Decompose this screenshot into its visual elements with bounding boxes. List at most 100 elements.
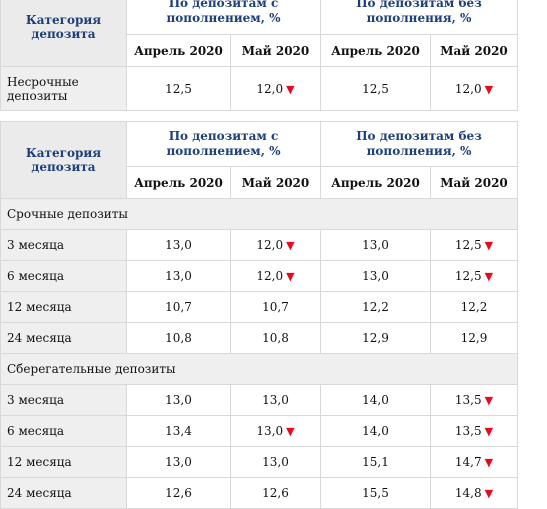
table-row: Несрочные депозиты 12,5 12,0 ▼ 12,5 12,0 ▼ [0, 66, 519, 111]
rate-cell: 13,0 [126, 229, 231, 261]
row-label: 3 месяца [0, 229, 127, 261]
down-triangle-icon: ▼ [484, 456, 494, 469]
rate-cell: 13,0 [320, 229, 431, 261]
table-row: 3 месяца 13,0 12,0 ▼ 13,0 12,5 ▼ [0, 229, 519, 261]
rate-value: 12,2 [460, 300, 488, 314]
row-label: 24 месяца [0, 477, 127, 509]
table-row: 12 месяца 10,7 10,7 12,2 12,2 [0, 291, 519, 323]
down-triangle-icon: ▼ [286, 270, 295, 283]
term-and-savings-deposits-table: Категория депозита По депозитам с пополн… [0, 121, 519, 509]
rate-value: 13,0 [362, 269, 389, 283]
category-header: Категория депозита [0, 121, 127, 199]
rate-value: 12,2 [362, 300, 389, 314]
rate-value: 13,0 [165, 269, 192, 283]
section-title: Срочные депозиты [0, 198, 519, 230]
row-label: 6 месяца [0, 260, 127, 292]
row-label: 12 месяца [0, 291, 127, 323]
month-header: Апрель 2020 [126, 34, 231, 67]
rate-cell: 12,9 [429, 322, 519, 354]
down-triangle-icon: ▼ [484, 239, 494, 252]
rate-cell: 12,2 [320, 291, 431, 323]
rate-value: 12,0 [256, 238, 284, 252]
rate-value: 13,5 [454, 424, 482, 438]
category-header: Категория депозита [0, 0, 127, 67]
rate-value: 12,5 [454, 269, 482, 283]
rate-value: 13,0 [256, 424, 284, 438]
rate-cell: 13,0 ▼ [230, 415, 321, 447]
section-row: Сберегательные депозиты [0, 353, 519, 385]
rate-cell: 13,5 ▼ [429, 384, 519, 416]
month-header: Май 2020 [429, 166, 519, 199]
rate-value: 10,8 [165, 331, 192, 345]
rate-cell: 13,0 [126, 384, 231, 416]
rate-cell: 13,0 [126, 260, 231, 292]
rate-value: 10,7 [262, 300, 289, 314]
rate-value: 12,6 [262, 486, 289, 500]
rate-cell: 13,4 [126, 415, 231, 447]
rate-value: 12,5 [454, 238, 482, 252]
rate-value: 12,9 [362, 331, 389, 345]
rate-cell: 13,0 [230, 446, 321, 478]
rate-cell: 15,5 [320, 477, 431, 509]
down-triangle-icon: ▼ [484, 82, 494, 96]
rate-cell: 13,0 [126, 446, 231, 478]
rate-value: 13,0 [165, 238, 192, 252]
rate-value: 13,5 [454, 393, 482, 407]
rate-cell: 14,8 ▼ [429, 477, 519, 509]
down-triangle-icon: ▼ [484, 487, 494, 500]
rate-value: 12,0 [454, 81, 482, 96]
rate-value: 10,7 [165, 300, 192, 314]
rate-cell: 10,7 [230, 291, 321, 323]
rate-value: 13,0 [262, 455, 289, 469]
rate-cell: 13,5 ▼ [429, 415, 519, 447]
rate-value: 14,0 [362, 393, 389, 407]
row-label: 24 месяца [0, 322, 127, 354]
rate-cell: 12,0 ▼ [429, 66, 519, 111]
non-term-deposits-table: Категория депозита По депозитам с пополн… [0, 0, 519, 111]
month-header: Май 2020 [230, 166, 321, 199]
rate-cell: 12,5 [320, 66, 431, 111]
down-triangle-icon: ▼ [286, 425, 295, 438]
table-row: 6 месяца 13,4 13,0 ▼ 14,0 13,5 ▼ [0, 415, 519, 447]
rate-cell: 13,0 [320, 260, 431, 292]
rate-cell: 12,2 [429, 291, 519, 323]
rate-cell: 15,1 [320, 446, 431, 478]
rate-cell: 12,5 ▼ [429, 260, 519, 292]
table-row: 24 месяца 12,6 12,6 15,5 14,8 ▼ [0, 477, 519, 509]
row-label: 12 месяца [0, 446, 127, 478]
table-row: 6 месяца 13,0 12,0 ▼ 13,0 12,5 ▼ [0, 260, 519, 292]
rate-cell: 12,6 [126, 477, 231, 509]
rate-value: 12,6 [165, 486, 192, 500]
rate-cell: 14,0 [320, 415, 431, 447]
rate-value: 14,8 [454, 486, 482, 500]
with-replenishment-header: По депозитам с пополнением, % [126, 121, 321, 167]
down-triangle-icon: ▼ [286, 239, 295, 252]
rate-cell: 12,0 ▼ [230, 260, 321, 292]
down-triangle-icon: ▼ [484, 394, 494, 407]
rate-value: 13,0 [262, 393, 289, 407]
without-replenishment-header: По депозитам без пополнения, % [319, 121, 519, 167]
table-row: 12 месяца 13,0 13,0 15,1 14,7 ▼ [0, 446, 519, 478]
rate-value: 15,5 [362, 486, 389, 500]
table-row: 3 месяца 13,0 13,0 14,0 13,5 ▼ [0, 384, 519, 416]
rate-value: 12,5 [362, 81, 389, 96]
row-label: 3 месяца [0, 384, 127, 416]
rate-cell: 14,0 [320, 384, 431, 416]
rate-cell: 12,6 [230, 477, 321, 509]
rate-cell: 14,7 ▼ [429, 446, 519, 478]
down-triangle-icon: ▼ [484, 425, 494, 438]
rate-cell: 12,9 [320, 322, 431, 354]
rate-value: 13,0 [165, 393, 192, 407]
rate-value: 14,7 [454, 455, 482, 469]
rate-value: 12,9 [460, 331, 488, 345]
month-header: Май 2020 [429, 34, 519, 67]
down-triangle-icon: ▼ [286, 82, 295, 96]
rate-cell: 12,5 ▼ [429, 229, 519, 261]
month-header: Апрель 2020 [126, 166, 231, 199]
row-label: Несрочные депозиты [0, 66, 127, 111]
row-label: 6 месяца [0, 415, 127, 447]
rate-cell: 13,0 [230, 384, 321, 416]
month-header: Апрель 2020 [320, 34, 431, 67]
rate-cell: 12,0 ▼ [230, 66, 321, 111]
